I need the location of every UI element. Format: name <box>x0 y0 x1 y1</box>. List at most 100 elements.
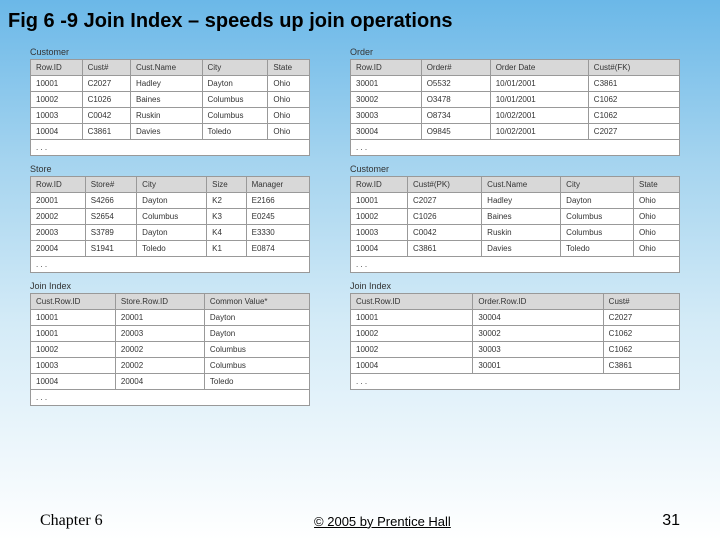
ellipsis-row: . . . <box>351 257 680 273</box>
table-cell: C0042 <box>82 108 130 124</box>
table-cell: C2027 <box>588 124 679 140</box>
table-cell: C1062 <box>588 92 679 108</box>
table-cell: 20002 <box>31 209 86 225</box>
table-cell: 10004 <box>351 241 408 257</box>
table-cell: 20002 <box>115 358 204 374</box>
column-header: Row.ID <box>351 60 422 76</box>
column-header: Row.ID <box>31 177 86 193</box>
order-label: Order <box>350 47 680 57</box>
joinindex-table-right: Cust.Row.IDOrder.Row.IDCust#1000130004C2… <box>350 293 680 390</box>
column-header: Size <box>207 177 247 193</box>
table-cell: C3861 <box>588 76 679 92</box>
joinindex-right-label: Join Index <box>350 281 680 291</box>
table-cell: 10002 <box>351 326 473 342</box>
table-row: 10001C2027HadleyDaytonOhio <box>31 76 310 92</box>
table-cell: E3330 <box>246 225 309 241</box>
table-row: 30001O553210/01/2001C3861 <box>351 76 680 92</box>
table-cell: Ohio <box>633 193 679 209</box>
table-cell: Ohio <box>633 241 679 257</box>
table-cell: Baines <box>131 92 202 108</box>
column-header: Cust#(FK) <box>588 60 679 76</box>
table-row: 30004O984510/02/2001C2027 <box>351 124 680 140</box>
table-cell: 30004 <box>351 124 422 140</box>
table-cell: C2027 <box>603 310 679 326</box>
table-cell: Ohio <box>633 209 679 225</box>
table-cell: Dayton <box>137 193 207 209</box>
column-header: City <box>202 60 268 76</box>
table-row: 1000320002Columbus <box>31 358 310 374</box>
table-row: 10001C2027HadleyDaytonOhio <box>351 193 680 209</box>
column-header: City <box>137 177 207 193</box>
column-header: Store# <box>85 177 136 193</box>
column-header: Cust.Name <box>131 60 202 76</box>
table-cell: 10004 <box>31 124 83 140</box>
table-cell: Ohio <box>268 92 310 108</box>
table-cell: Baines <box>482 209 561 225</box>
table-row: 1000230002C1062 <box>351 326 680 342</box>
table-cell: Toledo <box>561 241 634 257</box>
title-prefix: Fig 6 -9 <box>8 10 84 32</box>
customer-label: Customer <box>30 47 310 57</box>
table-cell: 10002 <box>351 209 408 225</box>
table-cell: Dayton <box>202 76 268 92</box>
table-cell: 10003 <box>31 358 116 374</box>
table-cell: Dayton <box>204 310 309 326</box>
table-cell: 30003 <box>473 342 603 358</box>
table-cell: Columbus <box>204 358 309 374</box>
table-cell: Toledo <box>202 124 268 140</box>
table-cell: 30001 <box>351 76 422 92</box>
table-cell: Dayton <box>561 193 634 209</box>
copyright-label: © 2005 by Prentice Hall <box>314 514 451 529</box>
table-row: 1000430001C3861 <box>351 358 680 374</box>
column-header: Store.Row.ID <box>115 294 204 310</box>
table-cell: Ohio <box>268 108 310 124</box>
table-cell: Ohio <box>633 225 679 241</box>
table-cell: 10001 <box>31 76 83 92</box>
table-cell: O9845 <box>421 124 490 140</box>
customer-table-left: Row.IDCust#Cust.NameCityState10001C2027H… <box>30 59 310 156</box>
table-row: 10003C0042RuskinColumbusOhio <box>351 225 680 241</box>
table-cell: 20002 <box>115 342 204 358</box>
table-cell: 20001 <box>31 193 86 209</box>
table-row: 10002C1026BainesColumbusOhio <box>31 92 310 108</box>
table-cell: 10/01/2001 <box>490 76 588 92</box>
table-cell: Hadley <box>482 193 561 209</box>
order-table: Row.IDOrder#Order DateCust#(FK)30001O553… <box>350 59 680 156</box>
column-header: Manager <box>246 177 309 193</box>
customer-table-right: Row.IDCust#(PK)Cust.NameCityState10001C2… <box>350 176 680 273</box>
table-cell: 10/02/2001 <box>490 108 588 124</box>
table-cell: 10/02/2001 <box>490 124 588 140</box>
table-row: 10004C3861DaviesToledoOhio <box>31 124 310 140</box>
table-cell: C1062 <box>603 342 679 358</box>
table-cell: 10001 <box>31 310 116 326</box>
table-cell: C3861 <box>603 358 679 374</box>
table-cell: 10001 <box>351 193 408 209</box>
table-cell: 30001 <box>473 358 603 374</box>
table-cell: C1062 <box>603 326 679 342</box>
table-cell: 30004 <box>473 310 603 326</box>
table-cell: Dayton <box>204 326 309 342</box>
table-row: 10002C1026BainesColumbusOhio <box>351 209 680 225</box>
table-cell: C1026 <box>82 92 130 108</box>
table-row: 20003S3789DaytonK4E3330 <box>31 225 310 241</box>
column-header: State <box>633 177 679 193</box>
table-cell: 20003 <box>31 225 86 241</box>
chapter-label: Chapter 6 <box>40 512 103 530</box>
table-row: 1000420004Toledo <box>31 374 310 390</box>
table-cell: Ohio <box>268 124 310 140</box>
column-header: Order Date <box>490 60 588 76</box>
page-number: 31 <box>662 512 680 530</box>
table-cell: 20003 <box>115 326 204 342</box>
table-cell: C3861 <box>407 241 481 257</box>
table-cell: 20001 <box>115 310 204 326</box>
column-header: Row.ID <box>31 60 83 76</box>
table-cell: 10002 <box>351 342 473 358</box>
table-cell: Columbus <box>137 209 207 225</box>
table-cell: Toledo <box>204 374 309 390</box>
table-cell: Dayton <box>137 225 207 241</box>
table-cell: 10002 <box>31 342 116 358</box>
column-header: Order.Row.ID <box>473 294 603 310</box>
table-cell: C1026 <box>407 209 481 225</box>
table-cell: 20004 <box>115 374 204 390</box>
table-cell: Columbus <box>561 209 634 225</box>
